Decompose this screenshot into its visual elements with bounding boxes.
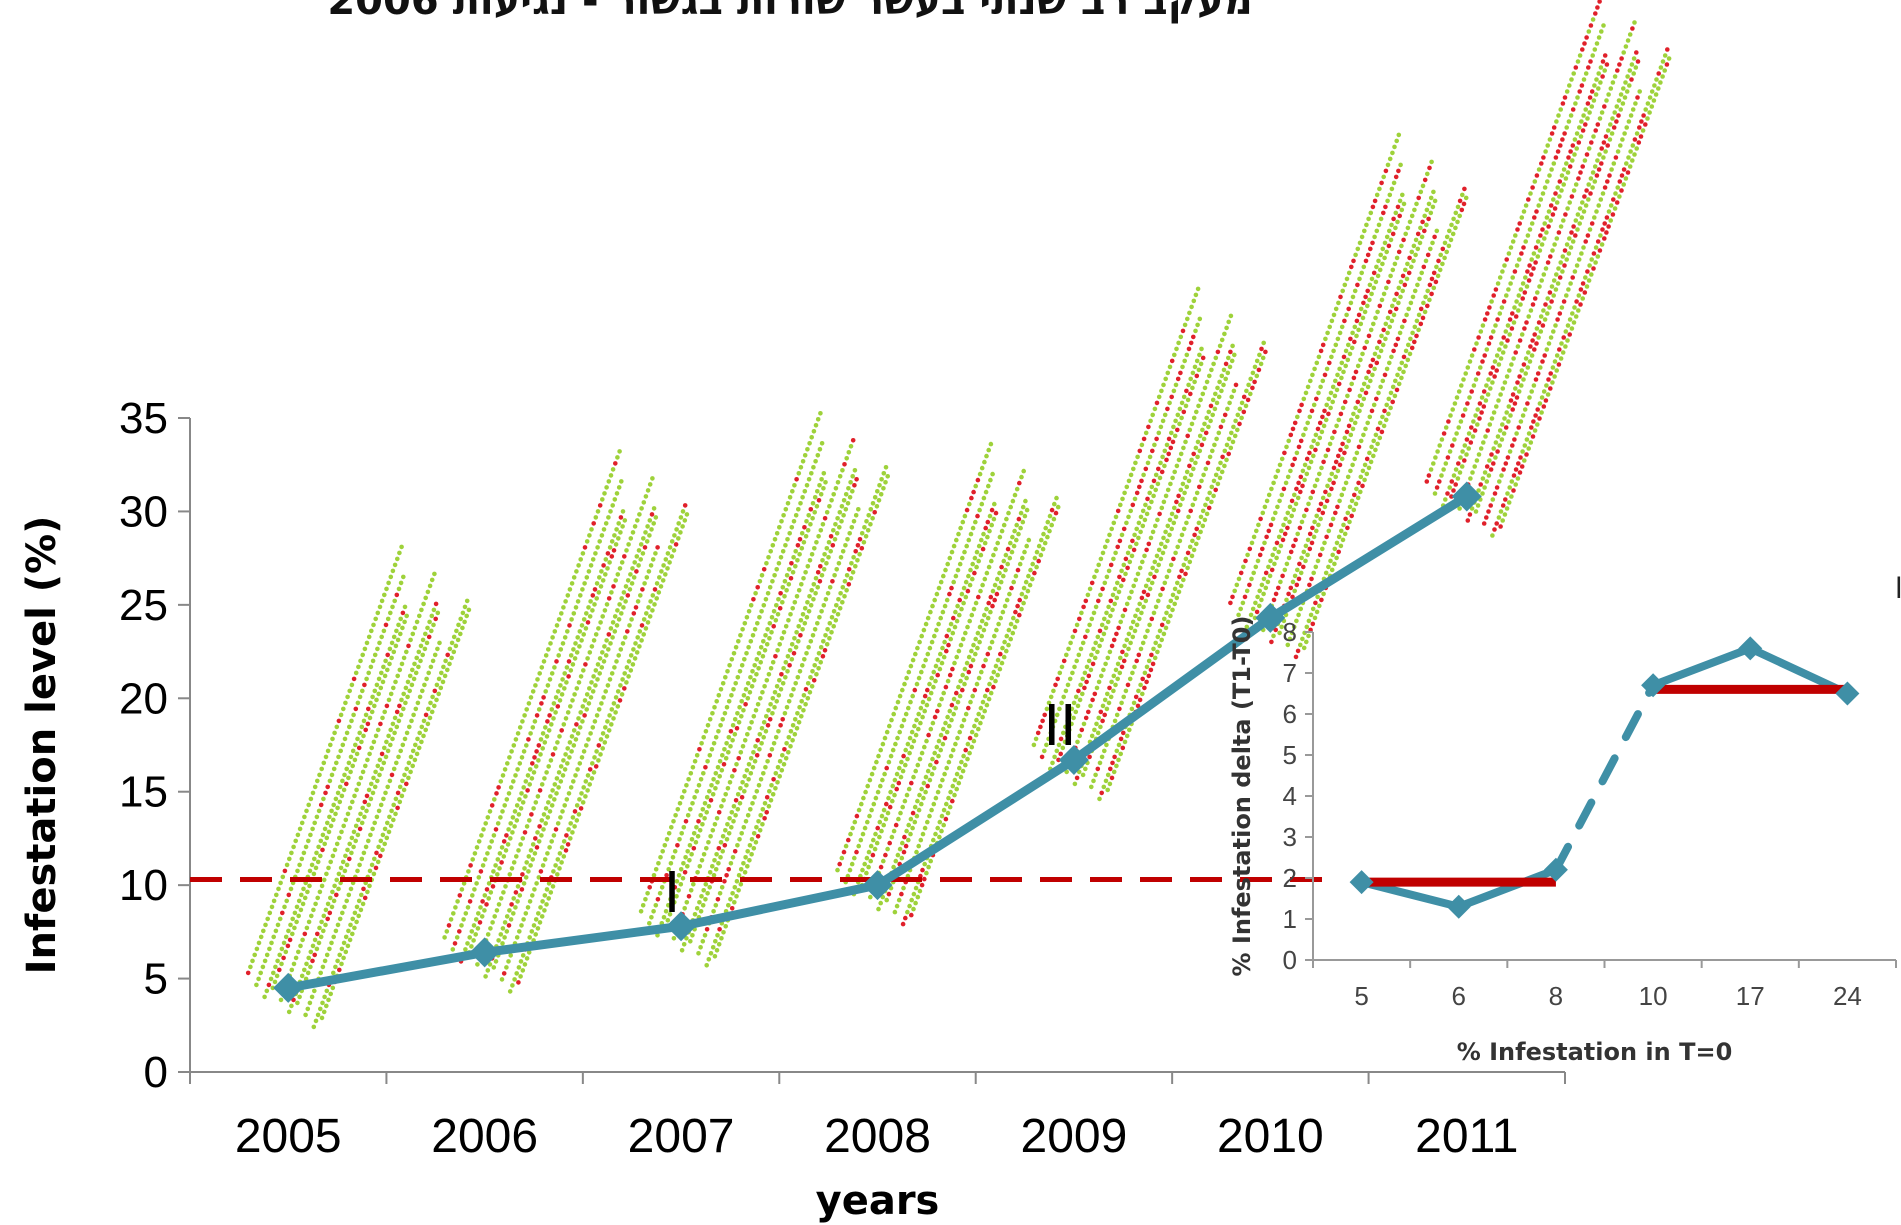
inset-y-tick-label: 8 xyxy=(1283,617,1297,647)
y-tick-label: 30 xyxy=(119,487,168,536)
vineyard-strip xyxy=(1031,286,1268,802)
vineyard-strip xyxy=(442,449,690,994)
annotation-label: I xyxy=(664,861,681,926)
data-point xyxy=(469,937,500,968)
y-tick-label: 20 xyxy=(119,674,168,723)
x-axis-title: years xyxy=(816,1178,940,1224)
x-tick-label: 2006 xyxy=(431,1110,538,1163)
chart-title: מעקב רב שנתי בעשר שורות בגשור - נגיעות 2… xyxy=(327,0,1253,24)
inset-y-tick-label: 4 xyxy=(1283,781,1297,811)
vineyard-strips xyxy=(245,0,1672,1030)
data-point xyxy=(273,972,304,1003)
inset-series-segment xyxy=(1649,644,1755,690)
inset-data-point xyxy=(1738,636,1763,661)
data-point xyxy=(666,911,697,942)
x-tick-label: 2005 xyxy=(235,1110,342,1163)
data-point xyxy=(1058,744,1089,775)
inset-x-tick-label: 5 xyxy=(1354,981,1368,1011)
x-tick-label: 2007 xyxy=(628,1110,735,1163)
y-tick-label: 15 xyxy=(119,768,168,817)
inset-x-tick-label: 10 xyxy=(1639,981,1668,1011)
inset-y-tick-label: 6 xyxy=(1283,699,1297,729)
inset-data-point xyxy=(1543,857,1568,882)
inset-x-tick-label: 17 xyxy=(1736,981,1765,1011)
inset-series-segment xyxy=(1551,681,1658,874)
data-point xyxy=(1255,602,1286,633)
y-tick-label: 0 xyxy=(144,1048,168,1097)
inset-x-axis-title: % Infestation in T=0 xyxy=(1457,1038,1733,1066)
inset-y-tick-label: 2 xyxy=(1283,863,1297,893)
vineyard-strip xyxy=(1424,0,1672,538)
inset-y-tick-label: 0 xyxy=(1283,945,1297,975)
inset-x-tick-label: 8 xyxy=(1549,981,1563,1011)
vineyard-strip xyxy=(245,544,472,1030)
inset-data-point xyxy=(1349,870,1374,895)
annotation-label: II xyxy=(1043,694,1076,759)
x-tick-label: 2010 xyxy=(1217,1110,1324,1163)
inset-series-segment xyxy=(1454,865,1560,911)
vineyard-strip xyxy=(1228,132,1469,660)
inset-x-tick-label: 24 xyxy=(1833,981,1862,1011)
x-tick-label: 2008 xyxy=(824,1110,931,1163)
inset-data-point xyxy=(1446,894,1471,919)
inset-x-tick-label: 6 xyxy=(1452,981,1466,1011)
data-point xyxy=(862,870,893,901)
y-tick-label: 25 xyxy=(119,581,168,630)
y-tick-label: 10 xyxy=(119,861,168,910)
x-tick-label: 2011 xyxy=(1415,1110,1518,1163)
inset-data-point xyxy=(1835,681,1860,706)
vineyard-strip xyxy=(638,411,890,968)
inset-data-point xyxy=(1641,673,1666,698)
inset-y-tick-label: 1 xyxy=(1283,904,1297,934)
inset-y-axis-title: % Infestation delta (T1-T0) xyxy=(1228,616,1256,977)
y-tick-label: 35 xyxy=(119,394,168,443)
inset-y-tick-label: 5 xyxy=(1283,740,1297,770)
inset-title: ממוצע 7 חלקות בגשור, כרם הרוח ועין זיון xyxy=(1895,566,1901,599)
inset-chart: 0 1 2 3 4 5 6 7 8 5 6 8 10 17 24 % Infestation in T=0 % … xyxy=(1228,566,1901,1066)
inset-y-tick-label: 3 xyxy=(1283,822,1297,852)
data-point xyxy=(1451,481,1482,512)
y-axis-title: Infestation level (%) xyxy=(19,516,65,975)
y-tick-label: 5 xyxy=(144,955,168,1004)
x-tick-label: 2009 xyxy=(1021,1110,1128,1163)
inset-y-tick-label: 7 xyxy=(1283,658,1297,688)
